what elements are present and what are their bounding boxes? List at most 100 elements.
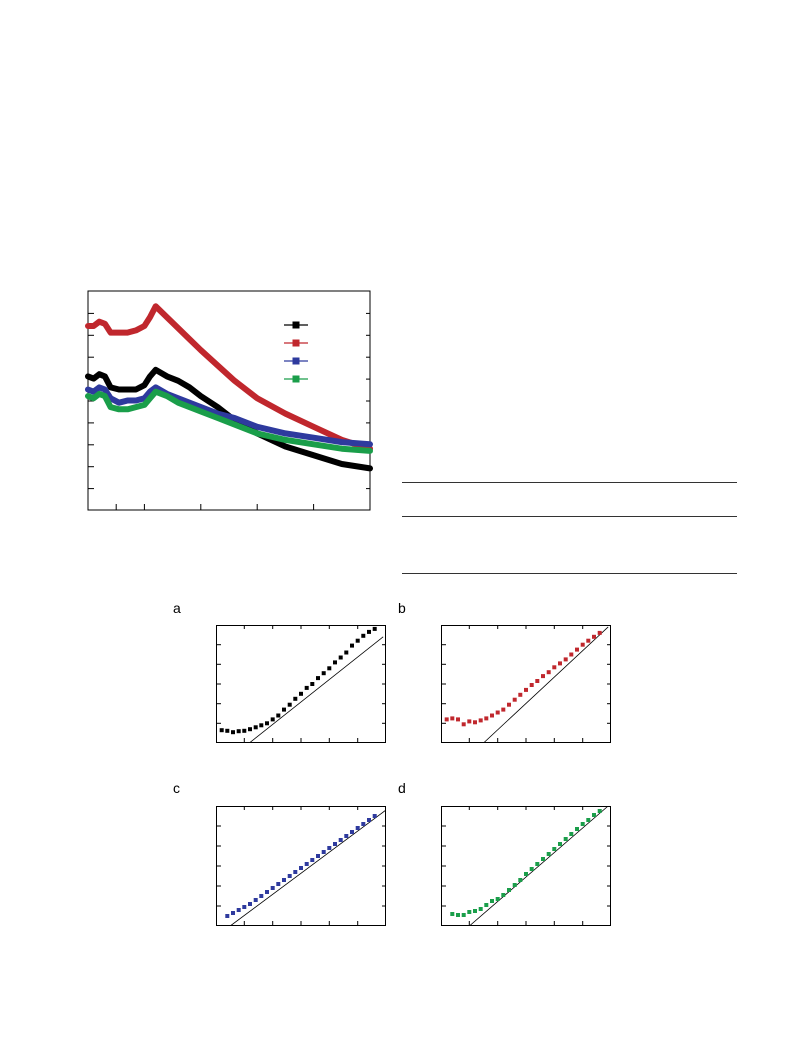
data-point [484,903,489,907]
data-point [490,899,494,903]
data-point [535,679,540,683]
data-point [253,725,258,730]
data-point [580,822,585,826]
data-point [293,696,298,701]
data-point [248,902,252,906]
data-point [253,898,258,902]
data-point [563,657,568,662]
legend-marker-3 [292,357,300,365]
data-point [580,642,585,647]
data-point [541,674,545,679]
data-point [478,907,483,911]
data-point [490,713,494,718]
data-point [242,905,247,909]
table-bottom-rule [402,573,737,574]
data-point [265,721,269,726]
data-point [231,730,235,735]
data-point [450,716,455,721]
data-point [367,629,371,634]
data-point [456,717,460,722]
data-point [558,842,562,846]
data-point [276,882,281,886]
data-point [219,728,224,733]
data-point [507,702,511,707]
data-point [355,638,360,643]
panel-frame [441,806,611,926]
data-point [231,911,235,915]
data-point [563,837,568,841]
data-point [586,818,591,822]
data-point [282,707,286,712]
data-point [350,830,354,834]
data-point [344,650,349,655]
data-point [495,710,500,715]
data-point [344,834,349,838]
data-point [467,910,472,914]
panel-frame [441,625,611,743]
data-point [265,890,269,894]
data-point [299,691,303,696]
data-point [592,634,596,639]
data-point [592,813,596,817]
data-point [338,838,343,842]
data-point [495,897,500,901]
data-point [293,870,298,874]
data-point [558,661,562,666]
data-point [327,666,332,671]
data-point [259,894,264,898]
data-point [321,671,326,676]
panel-label-c: c [173,780,180,796]
table-header-rule [402,516,737,517]
scatter-panel-b [441,625,611,743]
data-point [338,655,343,660]
data-point [529,683,534,687]
data-point [361,822,366,826]
scatter-panel-a [216,625,386,743]
data-point [552,665,557,670]
data-point [501,893,506,897]
table-top-rule [402,482,737,483]
data-point [478,718,483,723]
data-point [575,647,579,652]
data-point [310,682,315,686]
legend-marker-4 [292,375,300,383]
data-point [507,888,511,892]
data-point [473,720,477,725]
data-point [467,719,472,724]
panel-frame [216,625,386,743]
data-point [569,832,574,836]
fit-line [483,626,609,743]
data-point [524,872,528,876]
main-chart-series [85,303,373,472]
data-point [484,716,489,721]
data-point [461,722,466,727]
data-point [287,702,292,707]
data-point [461,913,466,917]
data-point [316,854,320,858]
data-point [535,862,540,866]
data-point [518,878,523,882]
data-point [225,914,230,918]
data-point [327,846,332,850]
data-point [236,729,241,734]
data-point [316,676,320,681]
data-point [355,826,360,830]
legend-marker-1 [292,321,300,329]
panel-label-b: b [398,600,406,616]
data-point [333,660,337,665]
data-point [597,809,602,813]
data-point [367,818,371,822]
series-line-4 [85,388,373,454]
series-line-2 [85,303,373,452]
data-point [512,697,517,702]
data-point [552,847,557,851]
data-point [569,652,574,657]
fit-line [248,636,384,743]
data-point [276,713,281,718]
data-point [236,908,241,912]
data-point [350,643,354,648]
data-point [575,827,579,831]
series-line-1 [85,366,373,472]
data-point [518,692,523,697]
main-line-chart [85,290,373,511]
